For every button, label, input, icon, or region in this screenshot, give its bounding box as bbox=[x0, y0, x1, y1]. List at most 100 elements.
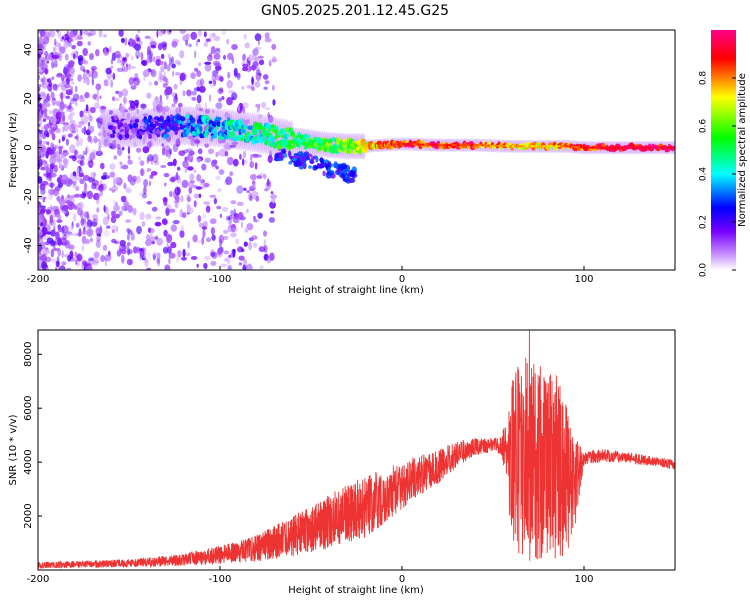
heatmap-noise-cell bbox=[87, 125, 95, 134]
heatmap-noise-cell bbox=[63, 39, 69, 49]
heatmap-noise-cell bbox=[268, 60, 272, 67]
heatmap-noise-cell bbox=[60, 74, 65, 82]
heatmap-peak-cell bbox=[549, 145, 553, 148]
heatmap-noise-cell bbox=[160, 60, 164, 66]
heatmap-noise-cell bbox=[83, 192, 87, 197]
heatmap-noise-cell bbox=[155, 104, 163, 113]
heatmap-noise-cell bbox=[173, 95, 179, 104]
heatmap-noise-cell bbox=[231, 141, 239, 145]
heatmap-noise-cell bbox=[211, 70, 219, 76]
heatmap-noise-cell bbox=[74, 251, 78, 259]
heatmap-noise-cell bbox=[58, 139, 61, 144]
heatmap-noise-cell bbox=[227, 216, 231, 221]
heatmap-noise-cell bbox=[164, 105, 170, 113]
heatmap-noise-cell bbox=[172, 70, 175, 77]
heatmap-noise-cell bbox=[38, 123, 41, 128]
heatmap-noise-cell bbox=[93, 135, 98, 144]
heatmap-noise-cell bbox=[215, 175, 221, 181]
heatmap-noise-cell bbox=[198, 62, 202, 67]
heatmap-noise-cell bbox=[179, 230, 185, 238]
heatmap-noise-cell bbox=[163, 145, 171, 152]
heatmap-noise-cell bbox=[208, 80, 213, 85]
heatmap-peak-cell bbox=[664, 146, 668, 149]
heatmap-noise-cell bbox=[193, 67, 199, 72]
heatmap-peak-cell bbox=[473, 144, 477, 147]
heatmap-noise-cell bbox=[190, 256, 198, 260]
heatmap-peak-cell bbox=[454, 144, 458, 147]
heatmap-noise-cell bbox=[58, 227, 63, 233]
heatmap-noise-cell bbox=[237, 218, 240, 224]
heatmap-noise-cell bbox=[89, 237, 94, 243]
heatmap-noise-cell bbox=[248, 241, 253, 251]
heatmap-noise-cell bbox=[75, 85, 78, 93]
heatmap-noise-cell bbox=[53, 219, 56, 228]
heatmap-branch-cell bbox=[322, 170, 326, 177]
heatmap-noise-cell bbox=[123, 99, 127, 105]
heatmap-noise-cell bbox=[66, 30, 69, 36]
heatmap-branch-cell bbox=[340, 172, 345, 179]
heatmap-noise-cell bbox=[180, 195, 184, 203]
heatmap-noise-cell bbox=[38, 203, 42, 211]
heatmap-noise-cell bbox=[252, 242, 258, 248]
heatmap-noise-cell bbox=[223, 142, 231, 151]
heatmap-ridge-cell bbox=[132, 122, 139, 129]
y-tick-label: 6000 bbox=[23, 395, 34, 420]
colorbar-ticks: 0.0 0.2 0.4 0.6 0.8 bbox=[699, 71, 736, 277]
heatmap-noise-cell bbox=[98, 146, 102, 156]
heatmap-noise-cell bbox=[44, 256, 52, 263]
heatmap-noise-cell bbox=[121, 88, 129, 97]
heatmap-noise-cell bbox=[39, 30, 46, 37]
heatmap-noise-cell bbox=[46, 172, 52, 179]
heatmap-noise-cell bbox=[55, 144, 58, 150]
heatmap-noise-cell bbox=[103, 229, 110, 237]
heatmap-noise-cell bbox=[205, 38, 211, 42]
heatmap-branch-cell bbox=[298, 165, 305, 170]
heatmap-peak-cell bbox=[424, 143, 428, 146]
heatmap-noise-cell bbox=[44, 50, 49, 57]
heatmap-noise-cell bbox=[242, 106, 246, 114]
x-tick-label: -100 bbox=[209, 574, 232, 585]
heatmap-noise-cell bbox=[70, 232, 77, 237]
heatmap-noise-cell bbox=[175, 106, 181, 115]
heatmap-noise-cell bbox=[38, 162, 41, 170]
heatmap-peak-cell bbox=[576, 146, 581, 149]
heatmap-noise-cell bbox=[41, 180, 49, 186]
heatmap-noise-cell bbox=[143, 186, 147, 195]
heatmap-noise-cell bbox=[152, 153, 159, 163]
heatmap-peak-cell bbox=[628, 146, 633, 149]
heatmap-noise-cell bbox=[65, 68, 70, 74]
heatmap-noise-cell bbox=[87, 226, 91, 230]
snr-x-ticks: -200 -100 0 100 bbox=[27, 566, 594, 585]
heatmap-noise-cell bbox=[79, 160, 85, 167]
heatmap-noise-cell bbox=[185, 252, 191, 257]
heatmap-noise-cell bbox=[67, 194, 71, 199]
heatmap-branch-cell bbox=[333, 163, 339, 169]
heatmap-noise-cell bbox=[48, 195, 54, 201]
heatmap-noise-cell bbox=[182, 160, 189, 169]
heatmap-peak-cell bbox=[653, 146, 657, 149]
y-tick-label: 2000 bbox=[23, 503, 34, 528]
heatmap-noise-cell bbox=[153, 252, 158, 256]
heatmap-noise-cell bbox=[151, 240, 155, 245]
heatmap-noise-cell bbox=[88, 256, 95, 266]
heatmap-noise-cell bbox=[171, 103, 176, 108]
heatmap-peak-cell bbox=[405, 142, 409, 146]
heatmap-ridge-cell bbox=[175, 126, 181, 131]
heatmap-noise-cell bbox=[40, 253, 46, 263]
heatmap-noise-cell bbox=[43, 118, 47, 122]
snr-frame bbox=[37, 329, 676, 571]
heatmap-ridge-cell bbox=[213, 131, 218, 137]
heatmap-noise-cell bbox=[175, 138, 181, 147]
heatmap-branch-cell bbox=[312, 164, 318, 171]
heatmap-noise-cell bbox=[100, 183, 104, 190]
heatmap-noise-cell bbox=[155, 59, 162, 66]
heatmap-noise-cell bbox=[240, 247, 244, 251]
heatmap-noise-cell bbox=[45, 150, 49, 159]
heatmap-noise-cell bbox=[264, 37, 272, 43]
heatmap-noise-cell bbox=[79, 110, 84, 118]
heatmap-peak-cell bbox=[478, 144, 482, 147]
heatmap-noise-cell bbox=[158, 73, 164, 83]
heatmap-peak-cell bbox=[538, 145, 542, 148]
heatmap-noise-cell bbox=[174, 201, 179, 209]
